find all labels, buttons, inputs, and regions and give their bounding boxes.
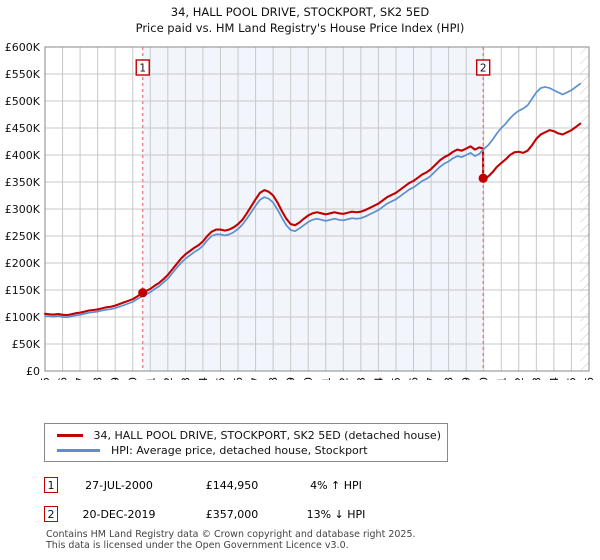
y-axis-tick-label: £250K xyxy=(5,230,41,243)
series-line-price-paid xyxy=(43,122,582,317)
transaction-marker-badge xyxy=(135,59,150,76)
x-axis-tick-label: 2013 xyxy=(355,377,368,380)
y-axis-tick-label: £500K xyxy=(5,95,41,108)
price-history-chart: £0 £50K £100K £150K £200K £250K £300K £350K £400… xyxy=(0,40,600,380)
y-axis-tick-label: £550K xyxy=(5,68,41,81)
x-axis-tick-label: 2023 xyxy=(530,377,543,380)
transaction-hpi-delta-2: 13% ↓ HPI xyxy=(306,507,366,521)
x-axis-tick-label: 2007 xyxy=(250,377,263,380)
footer-attribution: Contains HM Land Registry data © Crown c… xyxy=(46,529,586,551)
y-axis-tick-label: £300K xyxy=(5,203,41,216)
x-axis-tick-label: 2025 xyxy=(565,377,578,380)
legend-label-hpi: HPI: Average price, detached house, Stoc… xyxy=(111,444,368,457)
page-title: 34, HALL POOL DRIVE, STOCKPORT, SK2 5ED xyxy=(170,5,430,19)
x-axis-tick-label: 2017 xyxy=(425,377,438,380)
x-axis-tick-label: 2003 xyxy=(179,377,192,380)
y-axis-tick-label: £350K xyxy=(5,176,41,189)
x-axis-tick-label: 2006 xyxy=(232,377,245,380)
legend-item-hpi: HPI: Average price, detached house, Stoc… xyxy=(51,443,441,458)
y-axis-tick-label: £200K xyxy=(5,257,41,270)
x-axis-tick-label: 2005 xyxy=(214,377,227,380)
x-axis-tick-label: 2008 xyxy=(267,377,280,380)
chart-title-block: 34, HALL POOL DRIVE, STOCKPORT, SK2 5ED … xyxy=(0,4,600,36)
legend-item-price-paid: 34, HALL POOL DRIVE, STOCKPORT, SK2 5ED … xyxy=(51,428,441,443)
transaction-date-2: 20-DEC-2019 xyxy=(82,507,156,521)
transaction-date-1: 27-JUL-2000 xyxy=(85,478,153,492)
transaction-price-1: £144,950 xyxy=(205,478,259,492)
chart-canvas: £0 £50K £100K £150K £200K £250K £300K £350K £400… xyxy=(5,41,596,380)
y-axis-tick-label: £100K xyxy=(5,311,41,324)
x-axis-tick-label: 1999 xyxy=(109,377,122,380)
y-axis-tick-label: £150K xyxy=(5,284,41,297)
plot-frame xyxy=(44,46,590,372)
transaction-badge-1: 1 xyxy=(44,477,58,493)
y-axis-tick-label: £400K xyxy=(5,149,41,162)
x-axis-tick-label: 2021 xyxy=(495,377,508,380)
y-axis-tick-label: £0 xyxy=(26,365,40,378)
x-axis-tick-label: 2010 xyxy=(302,377,315,380)
x-axis-tick-label: 2019 xyxy=(460,377,473,380)
transaction-marker-dot xyxy=(138,288,148,298)
footer-line-licence: This data is licensed under the Open Gov… xyxy=(46,540,349,551)
legend-swatch-price-paid xyxy=(57,434,83,437)
x-axis-tick-label: 2001 xyxy=(144,377,157,380)
legend-label-price-paid: 34, HALL POOL DRIVE, STOCKPORT, SK2 5ED … xyxy=(93,429,441,442)
x-axis-tick-label: 2002 xyxy=(162,377,175,380)
transaction-hpi-delta-1: 4% ↑ HPI xyxy=(310,478,362,492)
x-axis-tick-label: 1997 xyxy=(74,377,87,380)
x-axis-tick-label: 2024 xyxy=(548,377,561,380)
x-axis-tick-label: 1995 xyxy=(39,377,52,380)
x-axis-tick-label: 1996 xyxy=(57,377,70,380)
x-axis-tick-label: 2018 xyxy=(443,377,456,380)
x-axis-tick-label: 2015 xyxy=(390,377,403,380)
y-axis-tick-label: £450K xyxy=(5,122,41,135)
page-subtitle: Price paid vs. HM Land Registry's House … xyxy=(135,21,465,35)
x-axis-tick-label: 2012 xyxy=(337,377,350,380)
x-axis-tick-label: 1998 xyxy=(92,377,105,380)
transaction-marker-dot xyxy=(478,173,488,183)
y-axis-tick-label: £50K xyxy=(12,338,41,351)
transaction-marker-badge-label: 1 xyxy=(139,63,146,75)
legend-swatch-hpi xyxy=(57,449,100,452)
series-line-hpi xyxy=(44,82,582,319)
x-axis-tick-label: 2014 xyxy=(372,377,385,380)
y-axis-tick-label: £600K xyxy=(5,41,41,54)
x-axis-tick-label: 2026 xyxy=(583,377,596,380)
transaction-row-2: 2 20-DEC-2019 £357,000 13% ↓ HPI xyxy=(44,503,388,525)
transaction-marker-badge-label: 2 xyxy=(480,63,487,75)
transaction-marker-badge xyxy=(475,59,491,76)
transaction-price-2: £357,000 xyxy=(205,507,259,521)
transaction-row-1: 1 27-JUL-2000 £144,950 4% ↑ HPI xyxy=(44,474,388,496)
x-axis-tick-label: 2011 xyxy=(320,377,333,380)
transaction-badge-2: 2 xyxy=(44,506,58,522)
x-axis-tick-label: 2022 xyxy=(513,377,526,380)
x-axis-tick-label: 2020 xyxy=(478,377,491,380)
x-axis-tick-label: 2016 xyxy=(408,377,421,380)
x-axis-tick-label: 2004 xyxy=(197,377,210,380)
chart-legend: 34, HALL POOL DRIVE, STOCKPORT, SK2 5ED … xyxy=(44,423,448,462)
x-axis-tick-label: 2000 xyxy=(127,377,140,380)
x-axis-tick-label: 2009 xyxy=(285,377,298,380)
footer-line-copyright: Contains HM Land Registry data © Crown c… xyxy=(46,529,416,540)
